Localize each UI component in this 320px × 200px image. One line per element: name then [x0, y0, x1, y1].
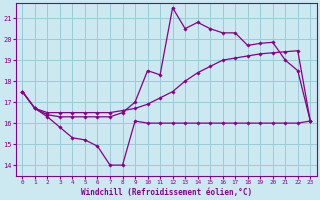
X-axis label: Windchill (Refroidissement éolien,°C): Windchill (Refroidissement éolien,°C)	[81, 188, 252, 197]
